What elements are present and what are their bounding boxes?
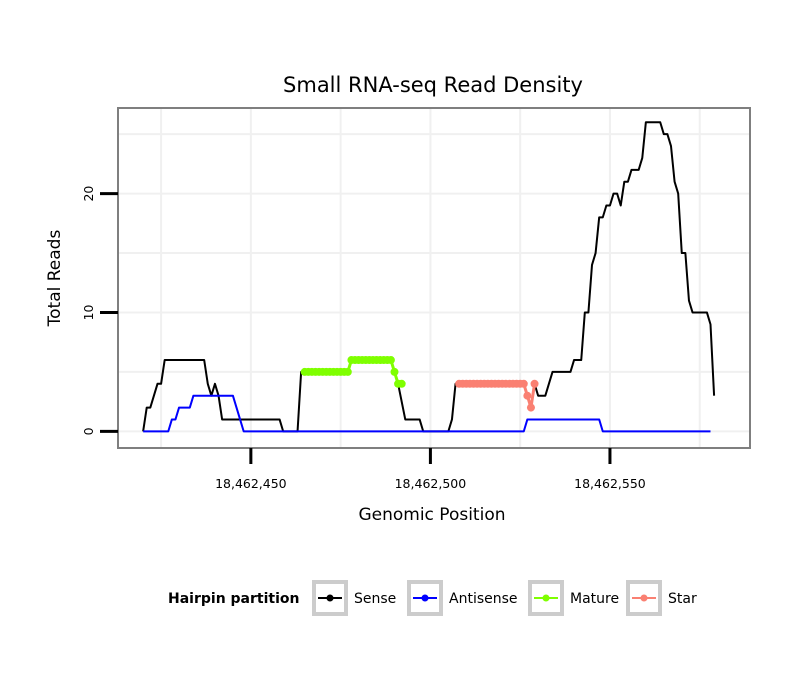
legend-item-sense: Sense xyxy=(312,580,396,616)
legend-title: Hairpin partition xyxy=(168,591,299,607)
data-point-star xyxy=(530,379,539,388)
legend-item-star: Star xyxy=(626,580,697,616)
y-tick-label: 0 xyxy=(81,427,96,435)
legend-dot-star xyxy=(640,594,648,602)
legend-dot-antisense xyxy=(421,594,429,602)
legend-label-antisense: Antisense xyxy=(449,591,518,607)
series-line-sense xyxy=(142,121,716,433)
series-sense xyxy=(142,121,716,433)
grid xyxy=(118,108,750,448)
series-antisense xyxy=(143,394,711,433)
x-tick-label: 18,462,500 xyxy=(395,476,467,491)
data-point-star xyxy=(519,379,528,388)
data-point-star xyxy=(523,391,532,400)
x-tick-label: 18,462,450 xyxy=(215,476,287,491)
y-axis-label: Total Reads xyxy=(45,230,65,328)
data-point-mature xyxy=(397,379,406,388)
y-tick-label: 10 xyxy=(81,304,96,320)
x-axis-label: Genomic Position xyxy=(358,505,505,525)
data-point-star xyxy=(526,403,535,412)
legend-dot-mature xyxy=(542,594,550,602)
chart-title: Small RNA-seq Read Density xyxy=(283,73,583,97)
axes: 18,462,450 18,462,500 18,462,550 0 10 20 xyxy=(81,186,646,491)
y-tick-label: 20 xyxy=(81,186,96,202)
legend-item-mature: Mature xyxy=(528,580,619,616)
series-line-antisense xyxy=(143,394,711,433)
legend-item-antisense: Antisense xyxy=(407,580,518,616)
legend-label-sense: Sense xyxy=(354,591,396,607)
series-layer xyxy=(142,121,716,433)
data-point-mature xyxy=(343,367,352,376)
plot-border xyxy=(117,107,751,449)
series-mature xyxy=(300,356,406,388)
series-star xyxy=(455,379,539,412)
legend: Hairpin partition Sense Antisense Mature St… xyxy=(168,580,697,616)
legend-label-mature: Mature xyxy=(570,591,619,607)
legend-dot-sense xyxy=(326,594,334,602)
legend-label-star: Star xyxy=(668,591,697,607)
data-point-mature xyxy=(386,356,395,365)
data-point-mature xyxy=(390,367,399,376)
x-tick-label: 18,462,550 xyxy=(574,476,646,491)
